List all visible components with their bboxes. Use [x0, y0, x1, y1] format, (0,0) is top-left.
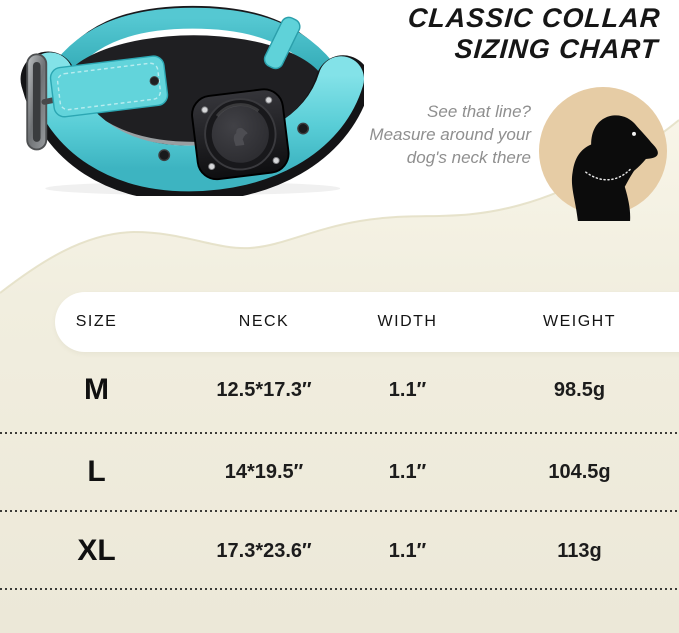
strap-end — [49, 55, 169, 118]
table-row: M 12.5*17.3″ 1.1″ 98.5g — [0, 356, 679, 424]
column-header-weight: WEIGHT — [543, 313, 616, 330]
tagline-line1: See that line? — [427, 102, 531, 121]
column-header-neck: NECK — [238, 313, 290, 330]
rivet — [158, 149, 171, 162]
neck-value: 17.3*23.6″ — [216, 539, 312, 562]
row-divider — [0, 588, 679, 590]
width-value: 1.1″ — [388, 378, 427, 401]
width-value: 1.1″ — [388, 539, 427, 562]
size-value: XL — [77, 534, 116, 567]
rivet — [297, 122, 310, 135]
neck-value: 12.5*17.3″ — [216, 378, 312, 401]
column-header-size: SIZE — [75, 313, 118, 330]
tagline-line3: dog's neck there — [406, 148, 531, 167]
neck-value: 14*19.5″ — [224, 460, 304, 483]
keeper-loop — [263, 16, 301, 70]
collar-illustration — [20, 5, 364, 196]
row-divider — [0, 432, 679, 434]
measure-tagline: See that line? Measure around your dog's… — [369, 100, 531, 169]
dog-eye — [632, 131, 636, 136]
dog-silhouette-icon — [538, 87, 668, 222]
airtag-holder-icon — [191, 88, 290, 181]
neck-measure-line — [585, 168, 631, 181]
table-header-row: SIZE NECK WIDTH WEIGHT — [0, 292, 679, 352]
table-header-bar — [55, 292, 679, 352]
column-header-width: WIDTH — [377, 313, 438, 330]
page-title: CLASSIC COLLAR SIZING CHART — [404, 3, 661, 65]
table-row: L 14*19.5″ 1.1″ 104.5g — [0, 438, 679, 506]
page-title-line2: SIZING CHART — [453, 34, 659, 64]
width-value: 1.1″ — [388, 460, 427, 483]
size-value: M — [84, 373, 109, 406]
weight-value: 98.5g — [553, 378, 606, 401]
row-divider — [0, 510, 679, 512]
weight-value: 113g — [557, 539, 602, 562]
size-value: L — [87, 455, 106, 488]
tagline-line2: Measure around your — [369, 125, 531, 144]
weight-value: 104.5g — [548, 460, 611, 483]
table-row: XL 17.3*23.6″ 1.1″ 113g — [0, 517, 679, 585]
page-title-line1: CLASSIC COLLAR — [406, 3, 661, 33]
